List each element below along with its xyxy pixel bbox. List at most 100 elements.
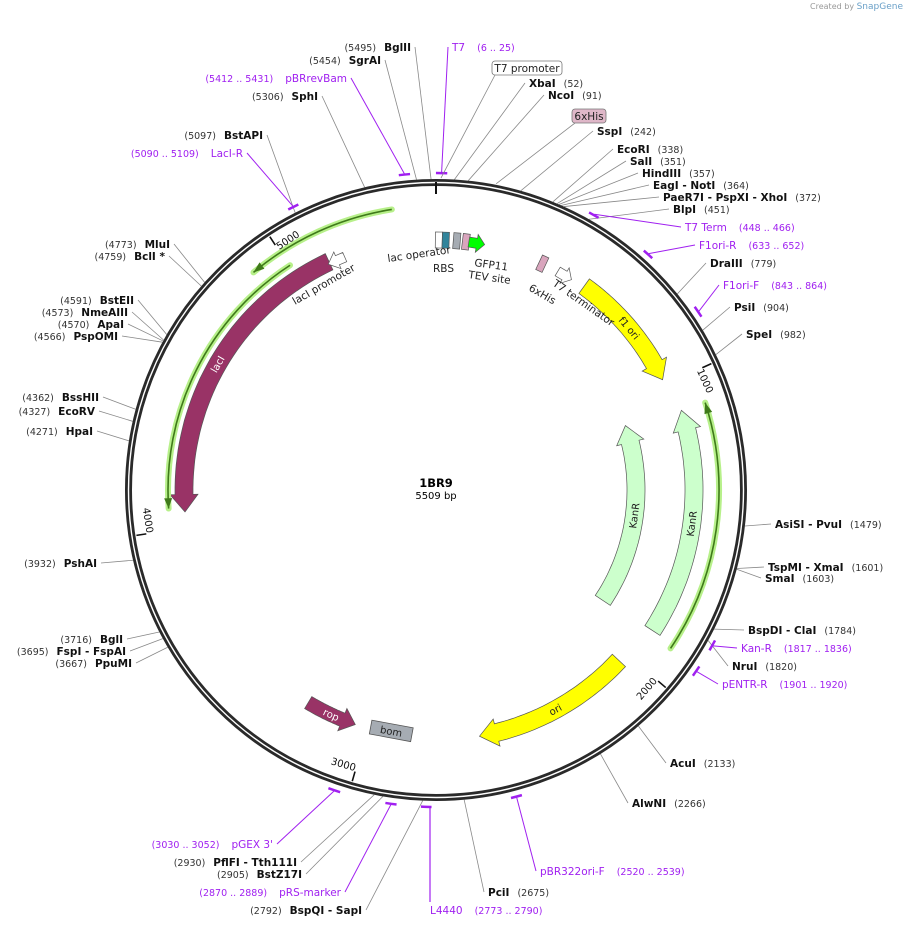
restriction-site-label-value: (5306) xyxy=(252,92,284,103)
primer-label[interactable]: L4440 (2773 .. 2790) xyxy=(430,905,542,917)
site-leader-line xyxy=(96,430,130,442)
restriction-site-label-value: (5495) xyxy=(344,43,376,54)
site-leader-line xyxy=(600,753,629,804)
primer-binding-mark[interactable] xyxy=(693,306,703,318)
small-feature[interactable] xyxy=(441,231,450,249)
feature-bom[interactable]: bom xyxy=(368,719,414,743)
primer-label-name: LacI-R xyxy=(211,148,243,160)
restriction-site-label-name: BstAPI xyxy=(224,130,263,142)
site-leader-line xyxy=(744,523,772,527)
restriction-site-label-name: TspMI - XmaI xyxy=(768,562,844,574)
restriction-site-label-name: BssHII xyxy=(62,392,99,404)
feature-kanr-arrow[interactable] xyxy=(594,425,646,606)
tick-mark xyxy=(269,236,276,246)
site-leader-line xyxy=(305,796,384,875)
primer-label[interactable]: T7 (6 .. 25) xyxy=(451,42,515,54)
small-feature-gfp11[interactable] xyxy=(467,233,486,254)
restriction-site-label-name: BstZ17I xyxy=(257,869,302,881)
feature-laci-arrow[interactable] xyxy=(169,253,334,513)
restriction-site-label-name: EagI - NotI xyxy=(653,180,715,192)
orf-line[interactable] xyxy=(167,264,291,509)
primer-binding-mark[interactable] xyxy=(398,172,411,177)
site-leader-line xyxy=(100,559,134,564)
primer-label-value: (2870 .. 2889) xyxy=(199,888,267,899)
tick-mark xyxy=(657,680,667,689)
orf-line[interactable] xyxy=(252,208,392,274)
primer-label-name: F1ori-F xyxy=(723,280,759,292)
snapgene-credit: Created by SnapGene xyxy=(810,2,903,12)
feature-kanr-arrow[interactable] xyxy=(644,409,704,636)
primer-label[interactable]: (3030 .. 3052) pGEX 3' xyxy=(152,839,273,851)
restriction-site-label-name: BglII xyxy=(384,42,411,54)
primer-label[interactable]: (5412 .. 5431) pBRrevBam xyxy=(205,73,347,85)
restriction-site-label-name: ApaI xyxy=(97,319,124,331)
restriction-site-label-name: DraIII xyxy=(710,258,743,270)
restriction-site-label-name: EcoRI xyxy=(617,144,650,156)
restriction-site-label-value: (4773) xyxy=(105,240,137,251)
primer-binding-mark[interactable] xyxy=(327,787,341,794)
restriction-site-label-value: (338) xyxy=(658,145,684,156)
primer-leader-line xyxy=(516,797,537,872)
feature-f1-ori-arrow[interactable] xyxy=(578,278,667,381)
primer-binding-mark[interactable] xyxy=(510,793,523,800)
primer-label[interactable]: pENTR-R (1901 .. 1920) xyxy=(722,679,847,691)
small-feature-6xhis[interactable] xyxy=(535,254,550,273)
restriction-site-label: (2792) BspQI - SapI xyxy=(250,905,362,917)
orf-line[interactable] xyxy=(669,402,720,649)
small-feature-label: GFP11 xyxy=(474,257,509,274)
primer-label-value: (1817 .. 1836) xyxy=(784,644,852,655)
primer-leader-line xyxy=(696,671,719,685)
primer-binding-mark[interactable] xyxy=(708,639,717,651)
primer-label[interactable]: F1ori-F (843 .. 864) xyxy=(723,280,827,292)
restriction-site-label: SalI (351) xyxy=(630,156,686,168)
primer-label[interactable]: T7 Term (448 .. 466) xyxy=(684,222,795,234)
primer-leader-line xyxy=(441,46,449,173)
feature-ori-arrow[interactable] xyxy=(478,653,626,747)
primer-binding-mark[interactable] xyxy=(287,203,299,211)
restriction-site-label-name: AlwNI xyxy=(632,798,666,810)
restriction-site-label-value: (357) xyxy=(689,169,715,180)
restriction-site-label-value: (1479) xyxy=(850,520,882,531)
primer-binding-mark[interactable] xyxy=(691,665,701,677)
site-leader-line xyxy=(414,46,432,180)
small-feature-t7-terminator[interactable] xyxy=(553,264,576,288)
restriction-site-label: AlwNI (2266) xyxy=(632,798,706,810)
primer-label[interactable]: (2870 .. 2889) pRS-marker xyxy=(199,887,341,899)
primer-label[interactable]: pBR322ori-F (2520 .. 2539) xyxy=(540,866,685,878)
primer-binding-mark[interactable] xyxy=(385,801,397,806)
primer-leader-line xyxy=(246,152,294,207)
feature-bom-box xyxy=(368,719,414,743)
primer-binding-mark[interactable] xyxy=(643,249,654,260)
primer-leader-line xyxy=(350,77,405,174)
restriction-site-label-value: (3932) xyxy=(24,559,56,570)
primer-binding-mark[interactable] xyxy=(588,211,600,219)
primer-label-name: pGEX 3' xyxy=(231,839,273,851)
boxed-label-frame xyxy=(571,108,607,124)
restriction-site-label-value: (4566) xyxy=(34,332,66,343)
primer-label-value: (5090 .. 5109) xyxy=(131,149,199,160)
orf-arrowhead xyxy=(253,262,265,273)
restriction-site-label-value: (5097) xyxy=(184,131,216,142)
site-leader-line xyxy=(561,184,650,206)
label-layer: (5495) BglII (5454) SgrAI (5306) SphI (5097) Bs… xyxy=(17,42,883,917)
restriction-site-label-name: NcoI xyxy=(548,90,574,102)
boxed-label-t7-promoter[interactable]: T7 promoter xyxy=(493,63,560,75)
primer-label[interactable]: F1ori-R (633 .. 652) xyxy=(699,240,804,252)
small-feature-laci-promoter[interactable] xyxy=(325,249,349,273)
restriction-site-label: NruI (1820) xyxy=(732,661,797,673)
site-leader-line xyxy=(467,94,545,181)
feature-rop-arrow[interactable] xyxy=(304,696,356,732)
restriction-site-label: (2930) PflFI - Tth111I xyxy=(174,857,297,869)
primer-label-value: (843 .. 864) xyxy=(771,281,827,292)
restriction-site-label-value: (5454) xyxy=(309,56,341,67)
small-feature-rbs[interactable] xyxy=(452,232,462,250)
primer-label[interactable]: Kan-R (1817 .. 1836) xyxy=(741,643,852,655)
feature-label[interactable]: bom xyxy=(379,725,403,740)
restriction-site-label-value: (2792) xyxy=(250,906,282,917)
restriction-site-label-value: (4271) xyxy=(26,427,58,438)
primer-label[interactable]: (5090 .. 5109) LacI-R xyxy=(131,148,243,160)
boxed-label-6xhis[interactable]: 6xHis xyxy=(574,111,603,123)
tick-label: 4000 xyxy=(140,507,155,534)
orf-arrowhead xyxy=(164,498,173,509)
primer-leader-line xyxy=(344,804,392,893)
